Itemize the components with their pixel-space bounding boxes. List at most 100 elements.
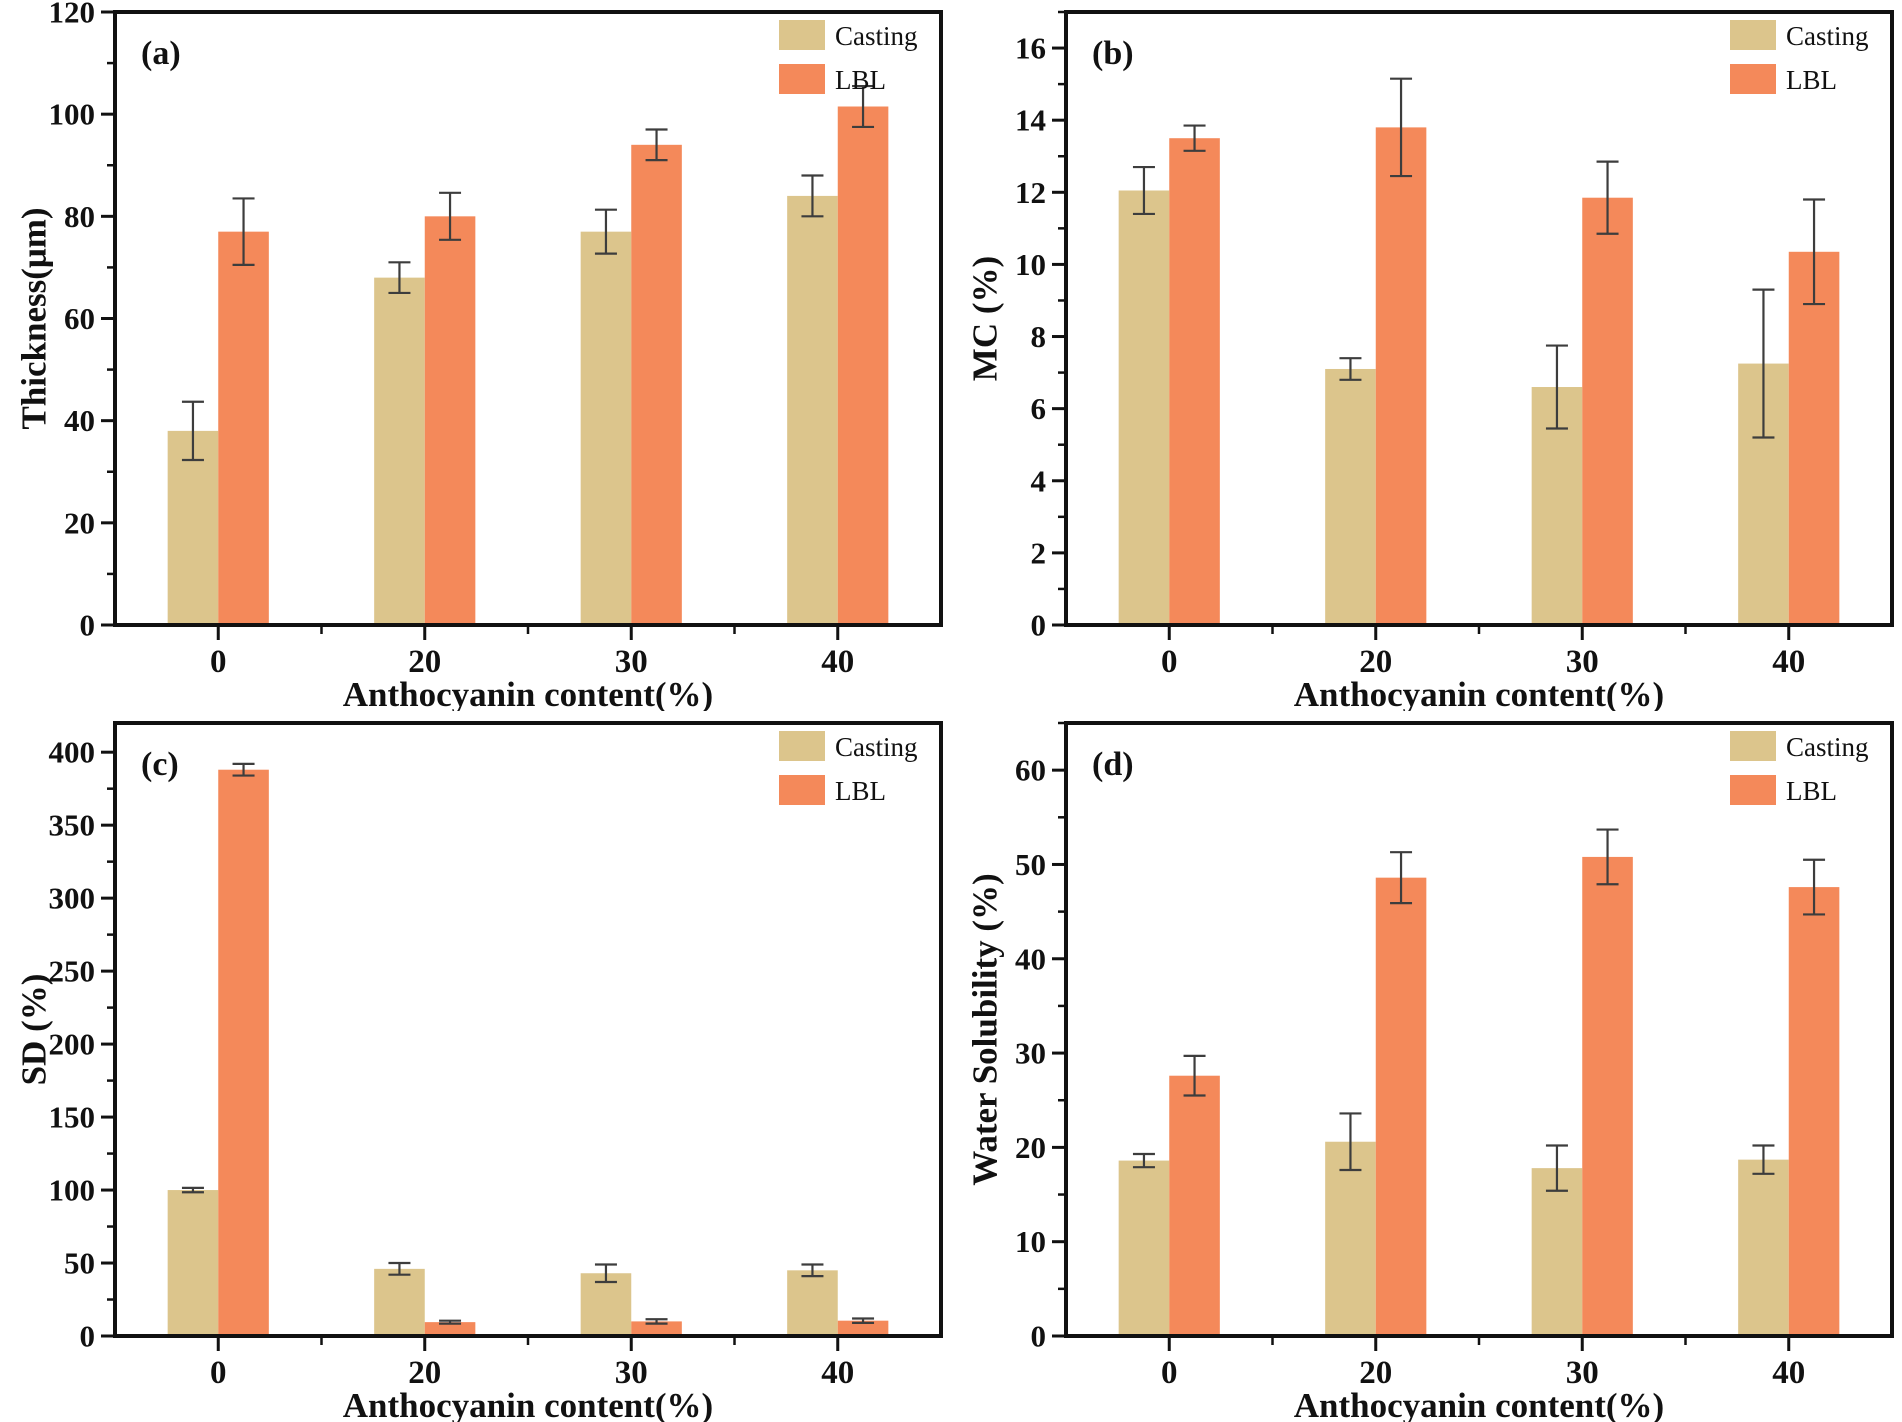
x-tick-label: 20 [408,644,441,680]
bar-casting-20 [374,277,425,625]
bar-lbl-40 [837,106,889,626]
bar-casting-40 [787,1270,838,1336]
error-bar [388,1261,411,1276]
x-axis-title: Anthocyanin content(%) [343,1386,713,1422]
legend-label-casting: Casting [1786,21,1869,51]
y-tick-label: 10 [1015,247,1046,282]
error-bar [801,174,824,218]
bar-lbl-30 [1582,197,1633,625]
axis-frame [113,10,943,627]
x-tick-label: 30 [615,644,648,680]
y-axis-title: Water Solubility (%) [966,873,1005,1185]
legend: Casting LBL [779,731,918,806]
y-tick-label: 0 [80,1319,96,1354]
x-tick-label: 0 [1161,644,1178,680]
error-bar [1803,858,1826,916]
bar-lbl-40 [837,1320,889,1336]
x-tick-label: 40 [1772,1355,1805,1391]
y-tick-label: 14 [1015,103,1046,138]
legend-swatch-casting [1730,731,1776,761]
legend-swatch-lbl [1730,64,1776,94]
bar-casting-20 [1325,1141,1376,1336]
panel-label: (b) [1092,35,1134,72]
x-tick-label: 40 [821,644,854,680]
bar-casting-20 [1325,368,1376,625]
legend-swatch-casting [779,20,825,50]
legend-label-lbl: LBL [835,776,886,806]
error-bar [1132,1152,1155,1169]
y-tick-label: 10 [1015,1224,1046,1259]
error-bar [181,400,204,462]
legend-swatch-casting [1730,20,1776,50]
y-axis-title: SD (%) [15,974,54,1086]
legend-label-lbl: LBL [1786,776,1837,806]
legend-swatch-lbl [1730,775,1776,805]
bar-lbl-30 [631,144,682,626]
y-tick-label: 400 [49,735,96,770]
panel-label: (a) [141,35,181,72]
y-tick-label: 40 [1015,941,1046,976]
y-tick-label: 20 [1015,1130,1046,1165]
error-bar [801,1263,824,1278]
error-bar [1339,1112,1362,1172]
legend: Casting LBL [1730,20,1869,95]
x-axis-title: Anthocyanin content(%) [1294,675,1664,711]
y-tick-label: 350 [49,808,96,843]
bar-casting-20 [374,1268,425,1336]
bars [1118,127,1840,626]
x-tick-label: 20 [408,1355,441,1391]
x-tick-label: 30 [615,1355,648,1391]
y-tick-label: 150 [49,1100,96,1135]
x-tick-label: 0 [1161,1355,1178,1391]
bar-lbl-30 [1582,856,1633,1336]
error-bar [1183,1054,1206,1097]
y-tick-label: 20 [64,505,95,540]
bar-lbl-0 [218,231,269,626]
error-bar [1596,828,1619,886]
bar-lbl-20 [1375,127,1427,625]
bar-lbl-0 [218,769,269,1336]
y-tick-label: 4 [1031,463,1047,498]
y-tick-label: 0 [1031,1319,1047,1354]
error-bars [181,84,875,462]
y-tick-label: 0 [1031,608,1047,643]
error-bar [181,1186,204,1194]
x-tick-label: 30 [1566,644,1599,680]
y-tick-label: 80 [64,199,95,234]
chart-panel-a: 0 20 40 60 80 100 120 0 20 30 40 Anthocyanin conten… [0,0,951,711]
bar-lbl-40 [1788,887,1840,1336]
bars [167,769,889,1336]
x-axis: 0 20 30 40 [210,625,854,680]
legend-swatch-casting [779,731,825,761]
y-tick-label: 12 [1015,175,1046,210]
y-tick-label: 16 [1015,31,1046,66]
bar-casting-0 [167,1190,219,1336]
bar-lbl-40 [1788,251,1840,625]
bar-lbl-20 [1375,877,1427,1336]
y-tick-label: 300 [49,881,96,916]
bar-lbl-30 [631,1321,682,1336]
axis-frame [1064,10,1894,627]
bar-lbl-0 [1169,138,1220,626]
error-bar [852,84,875,129]
error-bar [232,197,255,266]
error-bar [1545,1144,1568,1192]
error-bar [1803,198,1826,306]
y-tick-label: 2 [1031,535,1047,570]
error-bar [594,208,617,255]
y-tick-label: 8 [1031,319,1047,354]
bar-lbl-0 [1169,1075,1220,1336]
chart-panel-d: 0 10 20 30 40 50 60 0 20 30 40 Anthocyanin content(… [951,711,1902,1422]
chart-panel-c: 0 50 100 150 200 250 300 350 400 0 20 30 40 Anthocyan… [0,711,951,1422]
bar-casting-30 [580,231,632,626]
y-axis: 0 50 100 150 200 250 300 350 400 [49,735,115,1354]
x-axis-title: Anthocyanin content(%) [1294,1386,1664,1422]
legend-label-casting: Casting [1786,732,1869,762]
error-bar [852,1317,875,1324]
x-tick-label: 0 [210,1355,227,1391]
y-axis: 0 10 20 30 40 50 60 [1015,721,1066,1354]
legend: Casting LBL [779,20,918,95]
error-bars [1132,828,1826,1192]
bar-casting-40 [1738,1159,1789,1336]
y-tick-label: 200 [49,1027,96,1062]
